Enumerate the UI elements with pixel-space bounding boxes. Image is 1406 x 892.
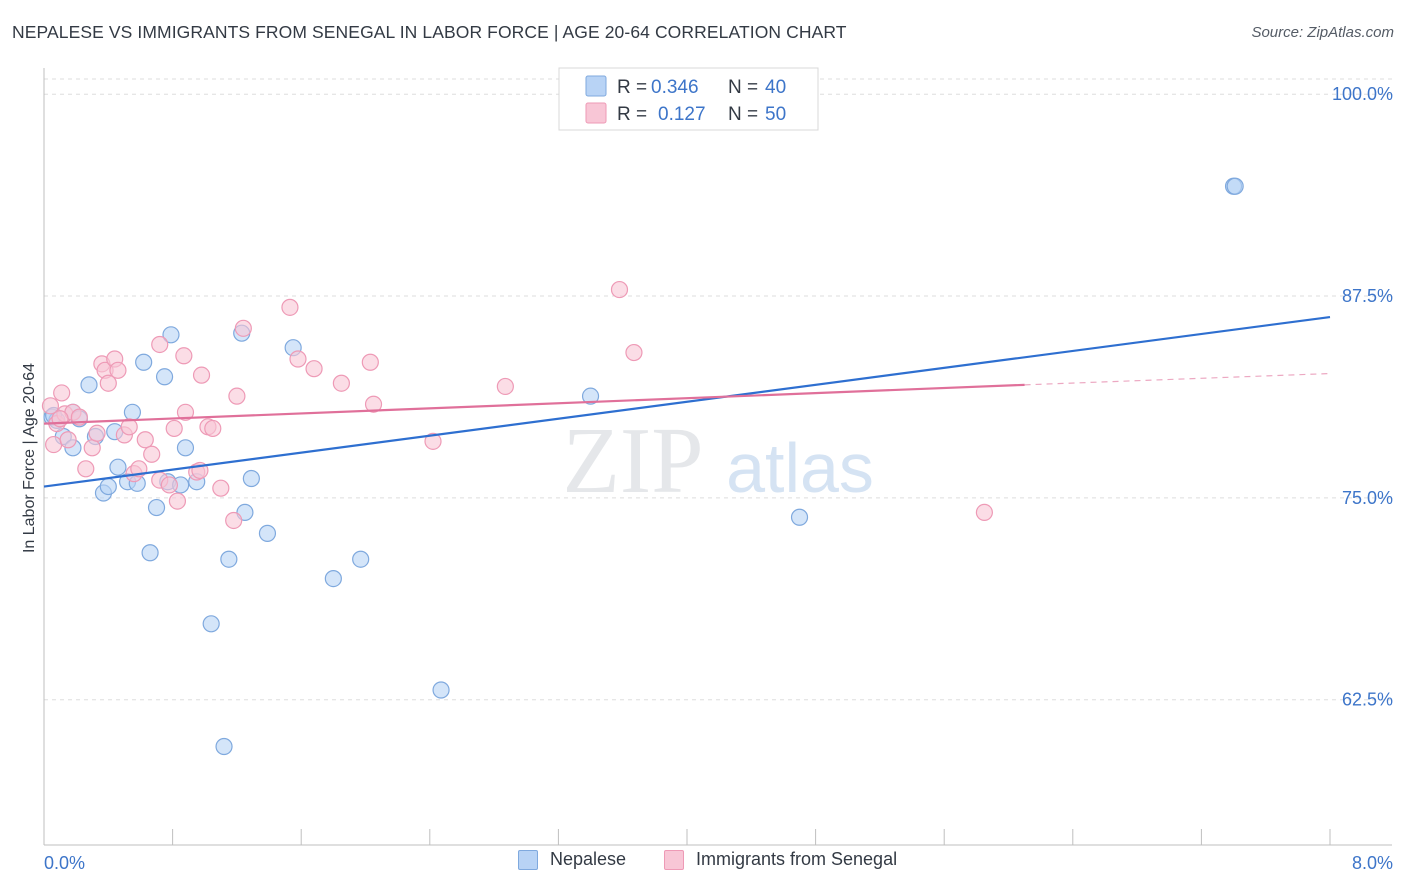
legend-r-label-2: R = — [617, 104, 647, 125]
senegal-point-1 — [45, 435, 63, 454]
nepalese-point-13 — [123, 403, 142, 421]
legend-n-value-2: 50 — [765, 104, 786, 125]
nepalese-point-24 — [202, 615, 220, 633]
legend-n-value-1: 40 — [765, 77, 786, 98]
bottom-legend-swatch-senegal — [664, 849, 684, 870]
senegal-point-41 — [361, 353, 379, 371]
senegal-point-24 — [160, 476, 178, 494]
senegal-point-25 — [165, 419, 183, 438]
x-tick-label-1: 8.0% — [1352, 853, 1393, 873]
senegal-point-21 — [143, 445, 161, 463]
bottom-legend-swatch-nepalese — [518, 849, 538, 870]
nepalese-point-18 — [155, 368, 174, 386]
x-tick-label-0: 0.0% — [44, 853, 85, 873]
bottom-legend: Nepalese Immigrants from Senegal — [0, 849, 1406, 879]
legend-box: R = 0.346 N = 40 R = 0.127 N = 50 — [558, 67, 819, 131]
bottom-legend-label-senegal: Immigrants from Senegal — [696, 849, 898, 869]
senegal-point-5 — [59, 431, 77, 449]
senegal-point-44 — [496, 377, 514, 396]
legend-r-label-1: R = — [617, 77, 647, 98]
senegal-point-27 — [175, 347, 193, 365]
senegal-point-36 — [234, 319, 252, 337]
y-tick-label-3: 62.5% — [1342, 690, 1393, 710]
senegal-point-22 — [151, 335, 169, 354]
nepalese-point-30 — [258, 524, 277, 542]
y-tick-label-0: 100.0% — [1332, 84, 1393, 104]
senegal-point-3 — [53, 384, 71, 402]
senegal-point-38 — [289, 350, 307, 368]
y-tick-label-1: 87.5% — [1342, 286, 1393, 306]
nepalese-point-34 — [432, 681, 450, 699]
senegal-trend-extension — [1024, 372, 1331, 386]
senegal-point-35 — [228, 387, 246, 405]
bottom-legend-senegal: Immigrants from Senegal — [664, 849, 897, 870]
senegal-point-9 — [83, 439, 101, 457]
legend-swatch-senegal — [585, 102, 607, 124]
senegal-point-26 — [168, 492, 187, 510]
legend-n-label-2: N = — [728, 104, 758, 125]
nepalese-point-9 — [99, 477, 117, 496]
watermark-atlas: atlas — [726, 429, 874, 507]
legend-swatch-nepalese — [585, 75, 607, 97]
senegal-point-46 — [625, 343, 643, 362]
y-axis-label: In Labor Force | Age 20-64 — [21, 363, 38, 553]
senegal-point-37 — [281, 298, 299, 316]
source-label: Source: ZipAtlas.com — [1251, 24, 1394, 41]
senegal-point-43 — [424, 432, 442, 450]
senegal-point-34 — [225, 511, 243, 530]
trend-lines — [43, 315, 1331, 488]
bottom-legend-label-nepalese: Nepalese — [550, 849, 627, 869]
senegal-point-33 — [212, 479, 230, 497]
senegal-point-48 — [51, 410, 69, 428]
nepalese-point-33 — [352, 550, 370, 568]
senegal-point-30 — [192, 366, 211, 384]
y-tick-label-2: 75.0% — [1342, 488, 1393, 508]
nepalese-point-16 — [141, 544, 159, 562]
legend-n-label-1: N = — [728, 77, 758, 98]
senegal-point-40 — [332, 374, 350, 392]
y-tick-labels: 100.0% 87.5% 75.0% 62.5% — [1332, 84, 1393, 709]
bottom-legend-nepalese: Nepalese — [518, 849, 626, 870]
senegal-point-45 — [610, 280, 629, 299]
chart-title: NEPALESE VS IMMIGRANTS FROM SENEGAL IN L… — [12, 22, 847, 42]
nepalese-point-29 — [242, 469, 260, 488]
senegal-point-17 — [120, 418, 138, 436]
nepalese-trend-line — [43, 315, 1331, 488]
x-tick-labels: 0.0% 8.0% — [44, 853, 1393, 873]
legend-r-value-1: 0.346 — [651, 77, 699, 98]
senegal-point-42 — [364, 395, 383, 413]
watermark: ZIP atlas — [563, 409, 874, 513]
senegal-point-8 — [77, 460, 95, 478]
senegal-trend-line — [43, 383, 1025, 425]
nepalese-point-22 — [176, 439, 195, 457]
senegal-point-13 — [99, 374, 117, 392]
senegal-point-10 — [88, 424, 106, 442]
nepalese-point-25 — [215, 737, 233, 756]
nepalese-point-36 — [790, 508, 809, 526]
nepalese-point-15 — [135, 353, 153, 371]
nepalese-point-38 — [1226, 177, 1244, 195]
data-points — [41, 177, 1244, 756]
nepalese-point-32 — [324, 569, 342, 588]
senegal-point-20 — [136, 431, 154, 449]
senegal-point-32 — [204, 419, 222, 438]
senegal-point-15 — [109, 361, 127, 379]
senegal-point-0 — [41, 397, 60, 415]
nepalese-point-20 — [162, 326, 180, 344]
nepalese-point-35 — [581, 387, 600, 405]
legend-r-value-2: 0.127 — [658, 104, 706, 125]
nepalese-point-6 — [80, 376, 98, 394]
nepalese-point-11 — [109, 458, 127, 476]
senegal-point-28 — [176, 403, 195, 421]
nepalese-point-17 — [147, 498, 166, 517]
nepalese-point-26 — [220, 550, 238, 568]
axes — [43, 68, 1392, 846]
senegal-point-47 — [975, 503, 993, 521]
senegal-point-39 — [305, 360, 323, 378]
gridlines — [44, 78, 1392, 701]
watermark-zip: ZIP — [563, 409, 704, 513]
